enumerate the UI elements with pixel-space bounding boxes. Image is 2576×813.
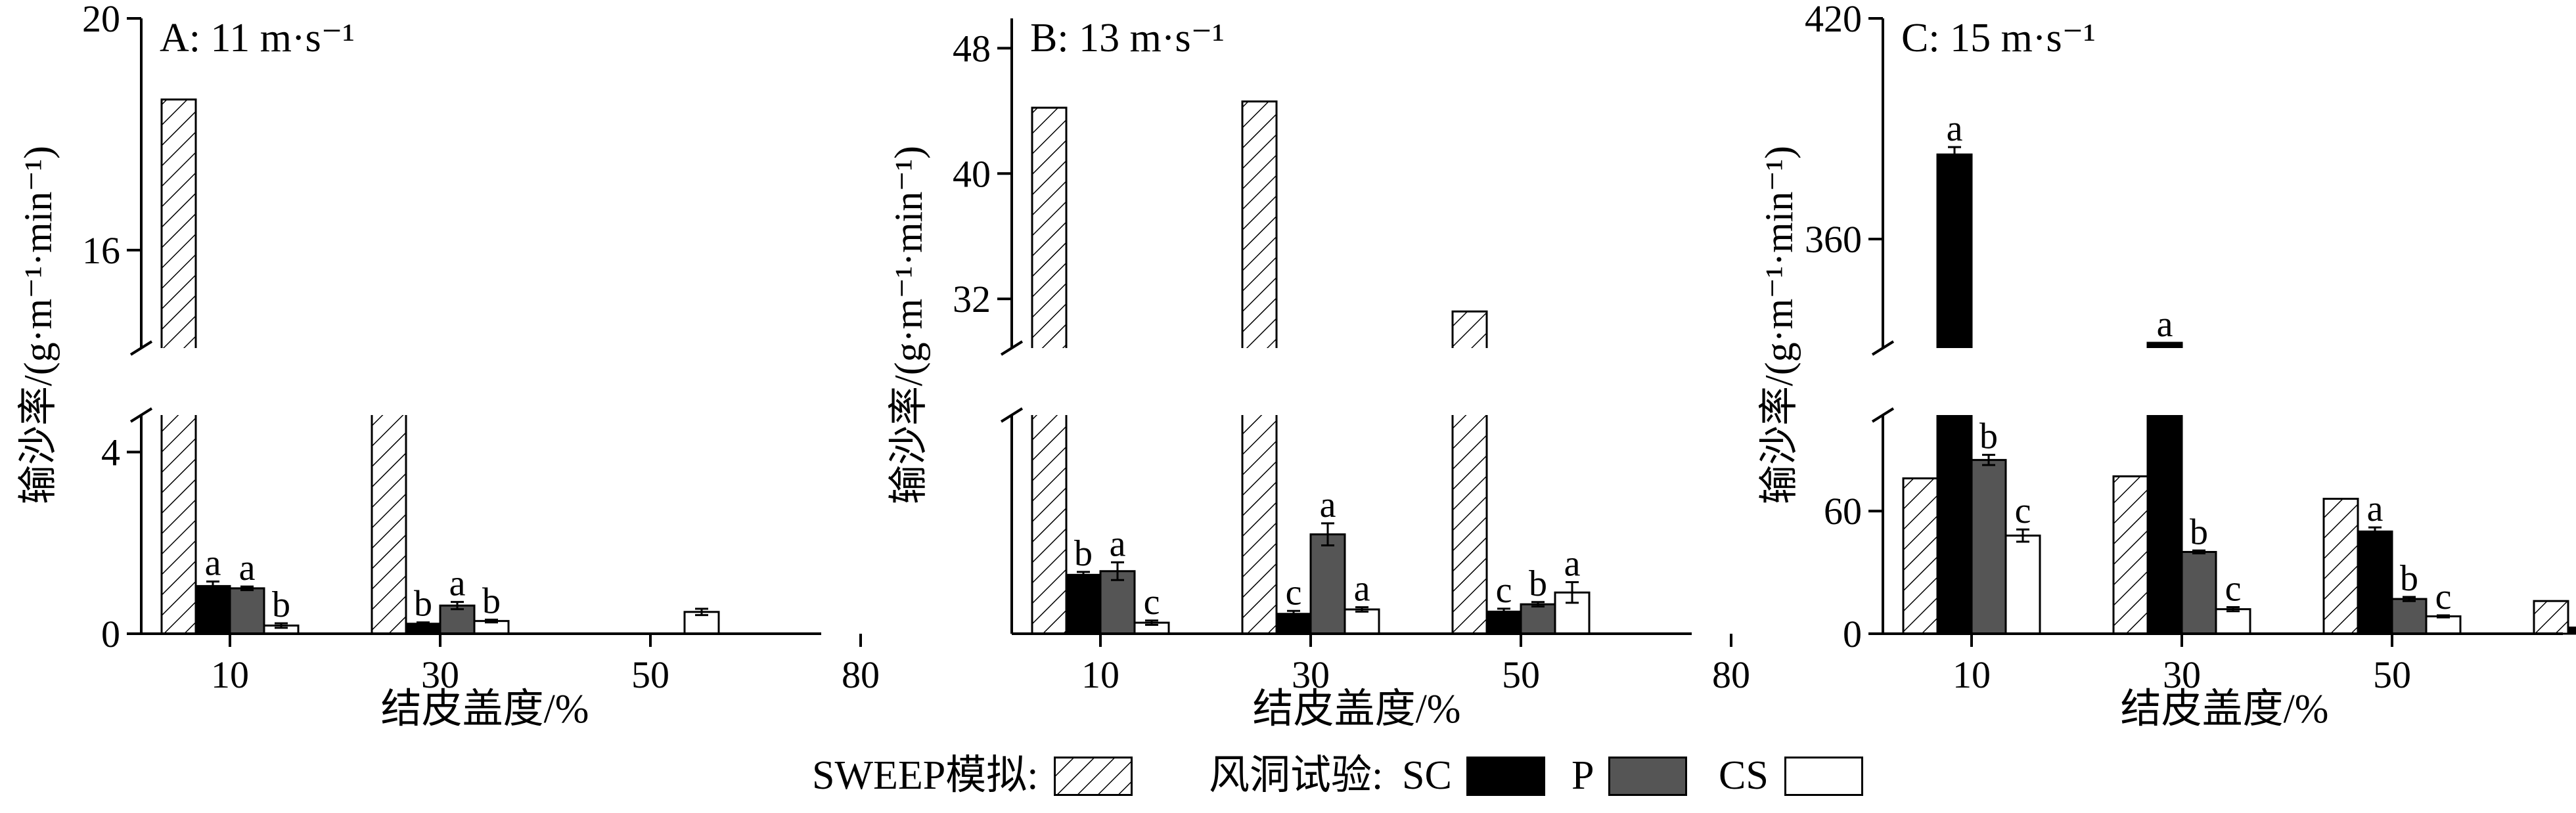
legend-p-label: P	[1571, 753, 1594, 798]
panel-title: C: 15 m·s⁻¹	[1901, 16, 2096, 60]
significance-label: b	[414, 584, 432, 625]
x-tick-label: 10	[211, 653, 249, 696]
significance-label: b	[272, 584, 290, 625]
y-tick-label: 48	[953, 27, 991, 70]
y-tick-label: 0	[101, 613, 120, 655]
significance-label: a	[1110, 523, 1126, 564]
significance-label: c	[2435, 577, 2452, 617]
panel-title: B: 13 m·s⁻¹	[1030, 16, 1225, 60]
bar-c-s3-c2	[2425, 615, 2462, 635]
x-tick-label: 80	[1712, 653, 1750, 696]
axis-break-gap	[992, 348, 1705, 415]
y-tick-label: 60	[1824, 490, 1862, 533]
y-tick-label: 32	[953, 278, 991, 320]
x-axis-label: 结皮盖度/%	[1253, 687, 1461, 732]
y-tick-label: 20	[82, 0, 120, 40]
significance-label: c	[2015, 491, 2031, 531]
bar-b-s2-c2	[1520, 603, 1556, 635]
significance-label: b	[482, 581, 501, 622]
x-tick-label: 80	[842, 653, 880, 696]
bar-a-s2-c0	[229, 587, 265, 635]
axis-break-gap	[122, 348, 834, 415]
significance-label: b	[2400, 558, 2418, 599]
bar-a-s1-c0	[194, 584, 231, 635]
legend: SWEEP模拟: 风洞试验: SC P CS	[0, 741, 2576, 806]
bar-c-s0-c0	[1902, 477, 1939, 635]
y-tick-label: 16	[82, 229, 120, 272]
y-axis-label: 输沙率/(g·m⁻¹·min⁻¹)	[1757, 146, 1801, 504]
bar-c-s1-c3	[2567, 626, 2576, 635]
chart-panel-c: aaaabbbbcccc06036042010305080C: 15 m·s⁻¹…	[1757, 0, 2576, 732]
x-tick-label: 30	[2163, 653, 2201, 696]
panel-title: A: 11 m·s⁻¹	[160, 16, 355, 60]
significance-label: b	[2190, 512, 2208, 552]
bar-c-s2-c1	[2181, 550, 2217, 635]
x-axis-label: 结皮盖度/%	[381, 687, 589, 732]
y-tick-label: 0	[1843, 613, 1862, 655]
significance-label: c	[1496, 570, 1512, 611]
x-tick-label: 50	[1502, 653, 1540, 696]
significance-label: a	[449, 563, 466, 604]
legend-sweep-label: SWEEP模拟:	[812, 753, 1039, 798]
x-tick-label: 30	[1292, 653, 1330, 696]
y-tick-label: 40	[953, 152, 991, 195]
significance-label: a	[1947, 108, 1963, 149]
significance-label: c	[1286, 572, 1302, 613]
y-tick-label: 360	[1805, 218, 1862, 261]
x-tick-label: 10	[1953, 653, 1991, 696]
bar-a-s0-c1	[371, 380, 407, 635]
significance-label: a	[239, 548, 256, 588]
significance-label: a	[1564, 544, 1581, 584]
y-axis-label: 输沙率/(g·m⁻¹·min⁻¹)	[887, 146, 930, 504]
x-tick-label: 10	[1081, 653, 1119, 696]
significance-label: a	[1320, 485, 1336, 525]
legend-cs-swatch	[1784, 757, 1863, 796]
y-tick-label: 420	[1805, 0, 1862, 40]
x-axis-label: 结皮盖度/%	[2121, 687, 2329, 732]
significance-label: b	[1074, 533, 1093, 574]
legend-p-swatch	[1608, 757, 1687, 796]
bar-b-s1-c0	[1065, 573, 1102, 635]
x-tick-label: 30	[421, 653, 459, 696]
bar-c-s2-c0	[1970, 458, 2007, 635]
significance-label: a	[1354, 569, 1370, 609]
significance-label: a	[2157, 304, 2173, 345]
bar-c-s3-c1	[2215, 608, 2251, 635]
y-axis-label: 输沙率/(g·m⁻¹·min⁻¹)	[16, 146, 60, 504]
bar-c-s1-c2	[2357, 530, 2393, 635]
significance-label: b	[1529, 563, 1547, 604]
legend-cs-label: CS	[1719, 753, 1769, 798]
legend-sc-label: SC	[1402, 753, 1452, 798]
significance-label: c	[2225, 569, 2242, 609]
bar-c-s0-c3	[2533, 600, 2569, 635]
significance-label: c	[1144, 582, 1160, 623]
legend-sweep-swatch	[1054, 757, 1133, 796]
bar-c-s0-c1	[2112, 475, 2149, 635]
legend-sc-swatch	[1466, 757, 1545, 796]
significance-label: b	[1979, 416, 1998, 457]
significance-label: a	[2367, 489, 2384, 529]
y-tick-label: 4	[101, 431, 120, 473]
significance-label: a	[205, 542, 221, 583]
x-tick-label: 50	[631, 653, 669, 696]
bar-c-s0-c2	[2322, 498, 2359, 635]
x-tick-label: 50	[2373, 653, 2411, 696]
bar-c-s2-c2	[2391, 598, 2428, 635]
axis-break-gap	[1863, 348, 2576, 415]
bar-b-s3-c1	[1344, 608, 1380, 635]
bar-c-s3-c0	[2004, 535, 2041, 635]
legend-wind-tunnel-label: 风洞试验:	[1209, 753, 1384, 798]
bar-b-s2-c1	[1309, 533, 1346, 635]
